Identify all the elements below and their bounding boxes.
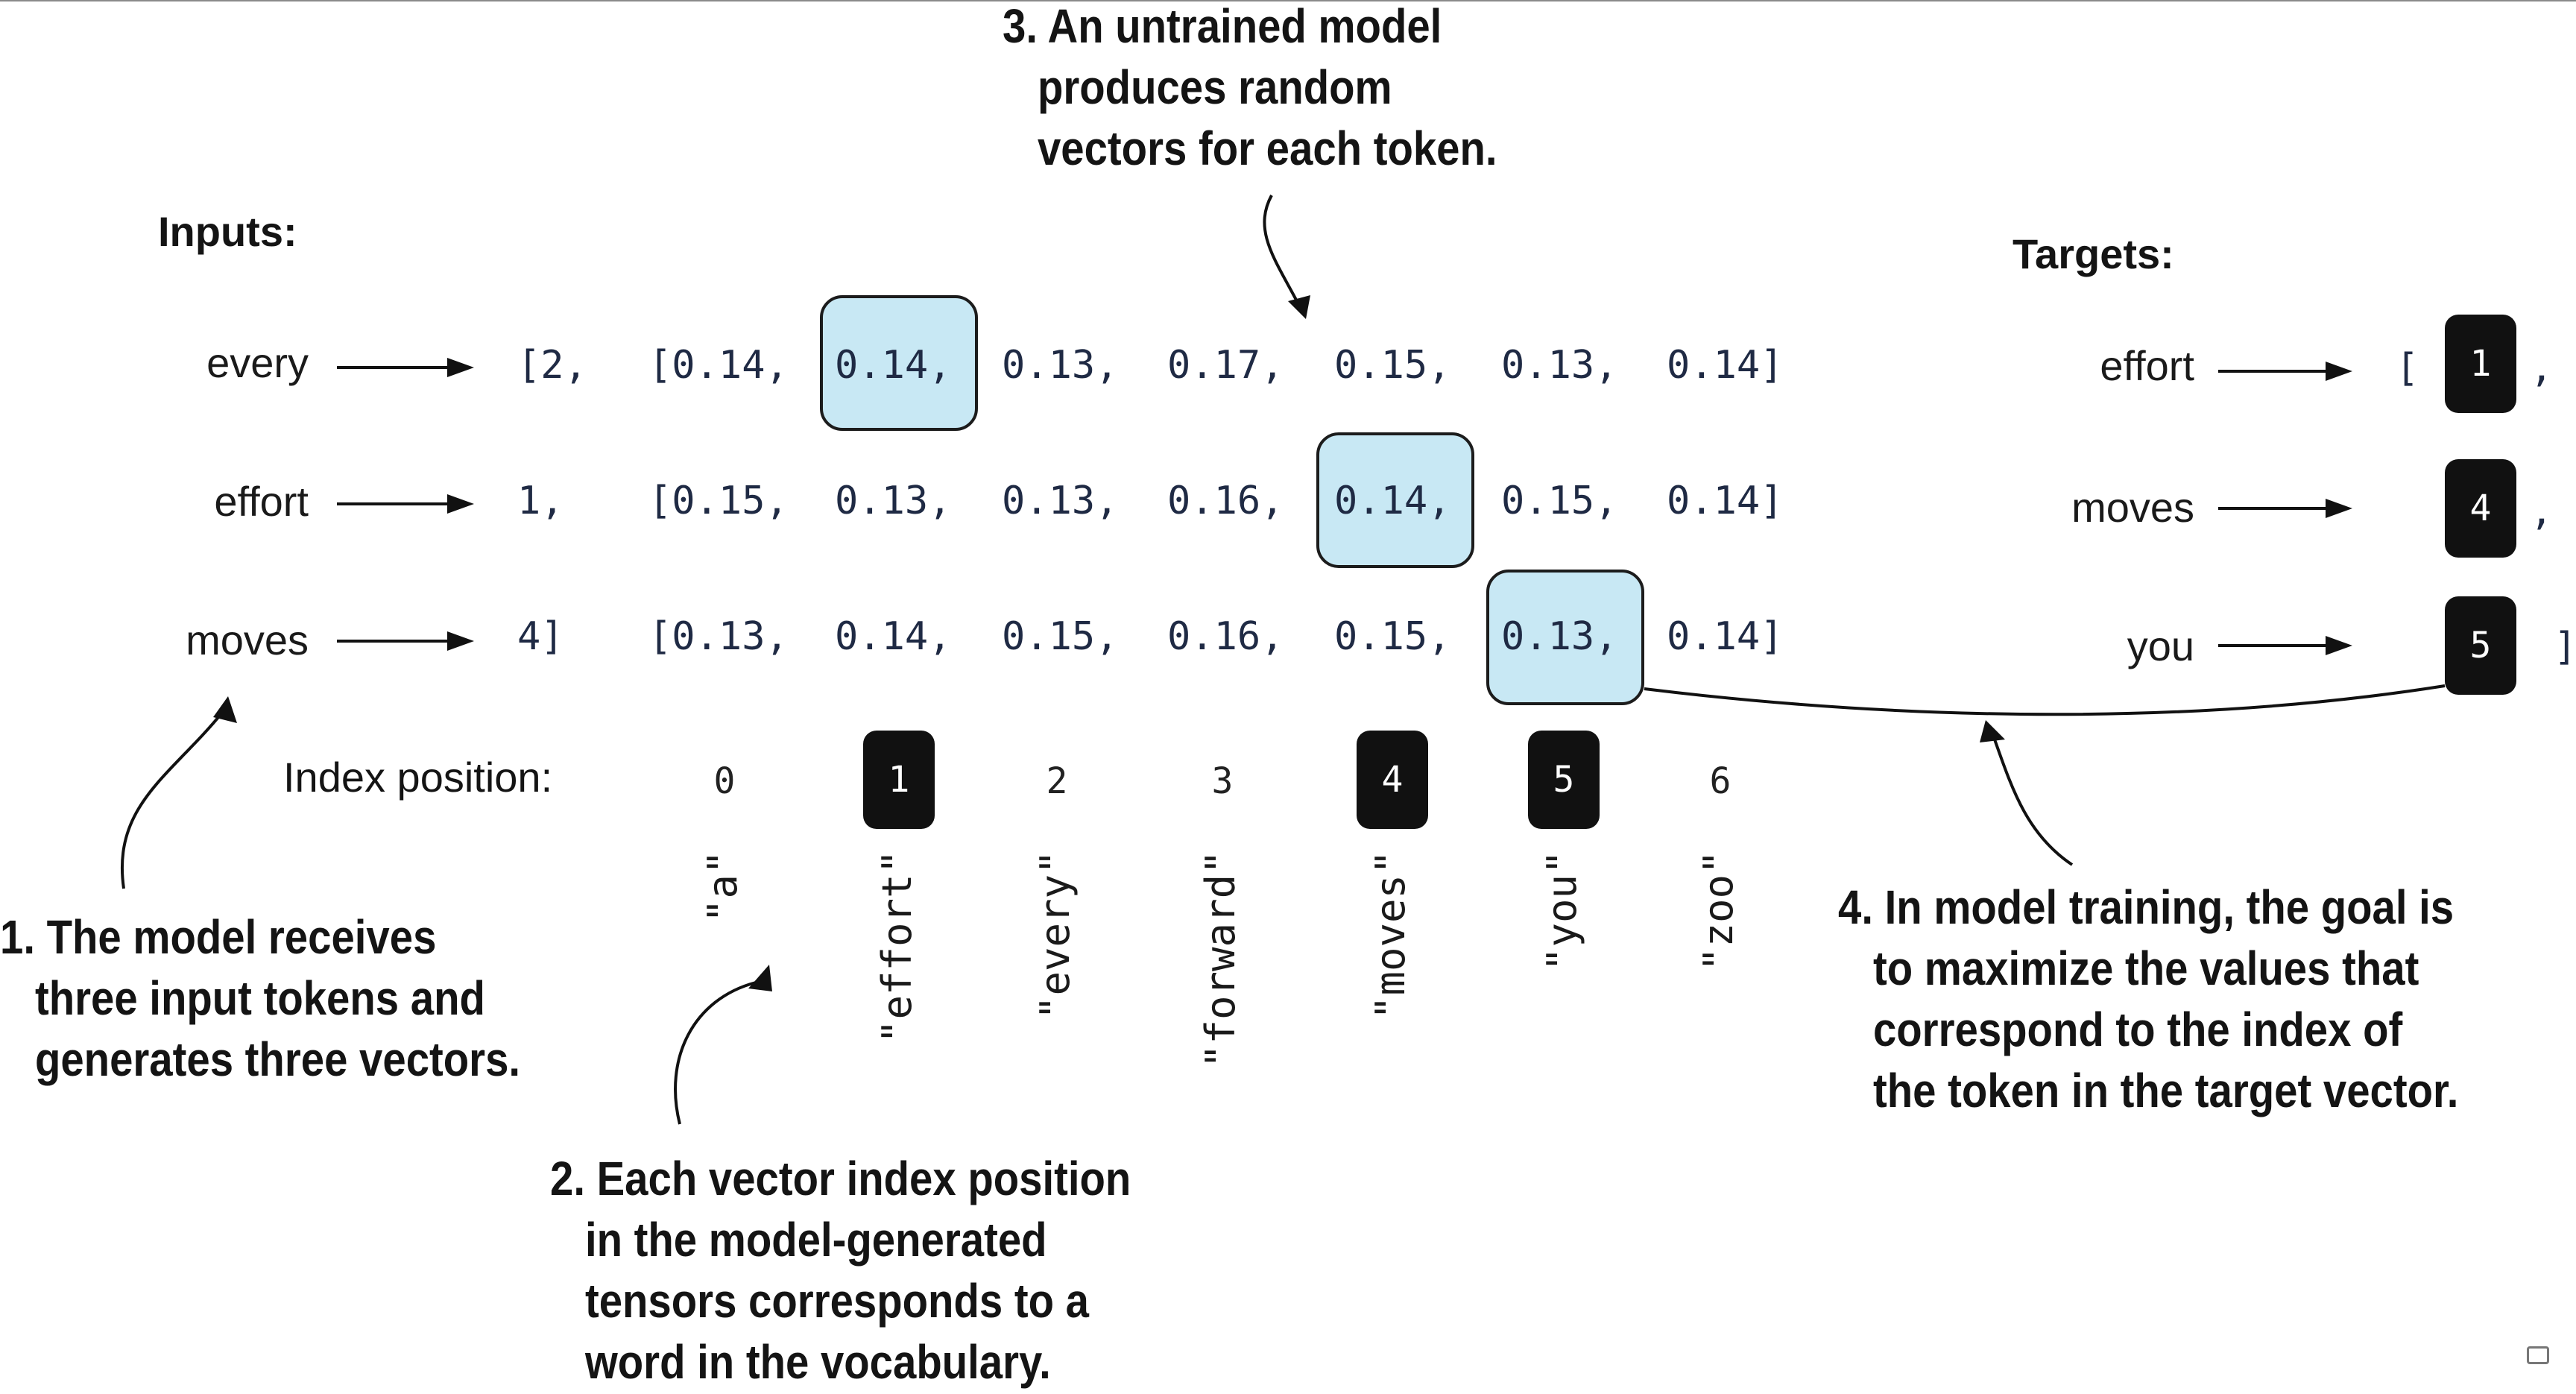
target-word-you: you	[2127, 622, 2194, 669]
vector-value-r1-c3: 0.16,	[1167, 479, 1284, 523]
vector-value-r1-c5: 0.15,	[1501, 479, 1618, 523]
input-word-effort: effort	[214, 478, 309, 525]
vector-value-r2-c1: 0.14,	[835, 614, 952, 659]
index-position-block-1: 1	[863, 731, 935, 829]
annotation-model-training: 4. In model training, the goal is to max…	[1838, 880, 2459, 1117]
vector-value-r1-c1: 0.13,	[835, 479, 952, 523]
vector-value-r1-c6: 0.14]	[1667, 479, 1784, 523]
vector-value-r1-c4: 0.14,	[1334, 479, 1451, 523]
input-id-moves: 4]	[517, 614, 564, 659]
index-position-2: 2	[1046, 760, 1068, 802]
vector-value-r2-c0: [0.13,	[648, 614, 789, 659]
vector-value-r1-c0: [0.15,	[648, 479, 789, 523]
corner-widget-icon[interactable]	[2527, 1346, 2549, 1364]
targets-label: Targets:	[2012, 230, 2174, 277]
vector-value-r0-c0: [0.14,	[648, 343, 789, 388]
vector-value-r0-c3: 0.17,	[1167, 343, 1284, 388]
arrow-annotation-3	[1263, 195, 1300, 305]
highlight-box-row2	[1316, 432, 1474, 568]
target-id-block-1: 1	[2445, 315, 2516, 413]
connector-curve	[1644, 684, 2446, 716]
annotation-untrained-model: 3. An untrained model produces random ve…	[1003, 0, 1497, 175]
annotation-model-receives: 1. The model receives three input tokens…	[0, 910, 521, 1086]
vector-value-r2-c5: 0.13,	[1501, 614, 1618, 659]
target-comma-2: ,	[2530, 489, 2554, 534]
index-position-3: 3	[1211, 760, 1234, 802]
vector-value-r1-c2: 0.13,	[1002, 479, 1119, 523]
highlight-box-row1	[820, 295, 978, 431]
index-position-6: 6	[1709, 760, 1731, 802]
target-word-moves: moves	[2071, 484, 2194, 531]
input-id-effort: 1,	[517, 479, 564, 523]
annotation-vector-index: 2. Each vector index position in the mod…	[550, 1152, 1131, 1389]
vector-value-r0-c2: 0.13,	[1002, 343, 1119, 388]
vector-value-r2-c4: 0.15,	[1334, 614, 1451, 659]
vector-value-r0-c4: 0.15,	[1334, 343, 1451, 388]
highlight-box-row3	[1486, 570, 1644, 705]
vector-value-r0-c6: 0.14]	[1667, 343, 1784, 388]
vector-value-r2-c2: 0.15,	[1002, 614, 1119, 659]
vector-value-r2-c6: 0.14]	[1667, 614, 1784, 659]
target-comma-1: ,	[2530, 346, 2554, 391]
arrow-annotation-1	[121, 711, 224, 889]
index-position-block-4: 4	[1357, 731, 1428, 829]
index-position-block-5: 5	[1528, 731, 1600, 829]
top-border-line	[0, 0, 2576, 1]
input-word-every: every	[206, 339, 309, 386]
input-id-every: [2,	[517, 343, 587, 388]
vector-value-r0-c5: 0.13,	[1501, 343, 1618, 388]
target-open-bracket: [	[2396, 346, 2419, 391]
input-word-moves: moves	[186, 616, 309, 663]
target-id-block-5: 5	[2445, 596, 2516, 695]
vector-value-r0-c1: 0.14,	[835, 343, 952, 388]
target-close-bracket: ]	[2554, 625, 2576, 669]
inputs-label: Inputs:	[158, 208, 297, 255]
arrow-annotation-4	[1993, 739, 2074, 866]
target-word-effort: effort	[2100, 342, 2194, 389]
arrow-annotation-2	[674, 981, 757, 1125]
vector-value-r2-c3: 0.16,	[1167, 614, 1284, 659]
target-id-block-4: 4	[2445, 459, 2516, 558]
index-position-label: Index position:	[283, 754, 553, 801]
index-position-0: 0	[713, 760, 736, 802]
